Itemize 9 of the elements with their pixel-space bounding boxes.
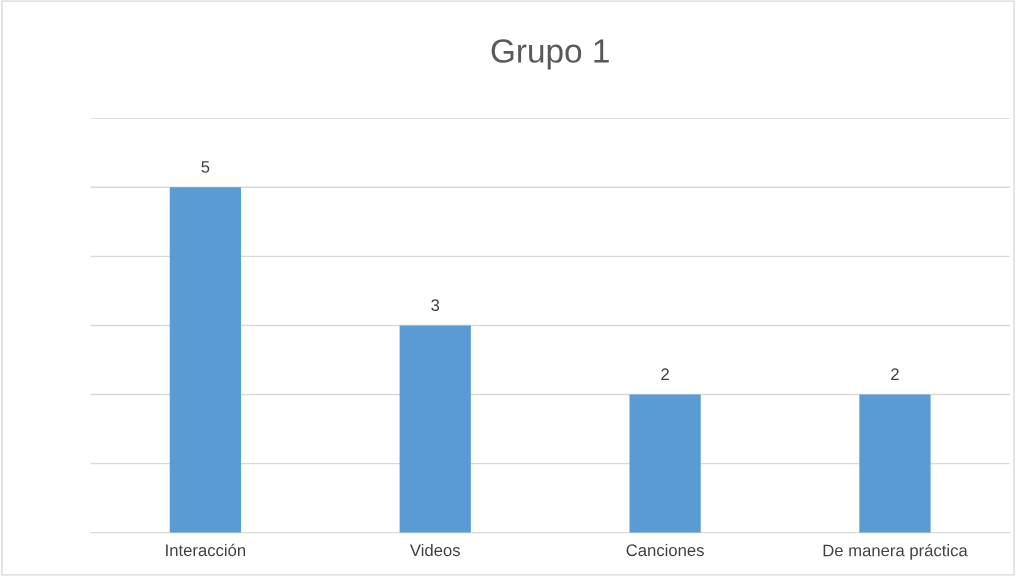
data-label: 3 bbox=[431, 299, 440, 312]
data-label: 2 bbox=[891, 368, 899, 380]
data-label: 5 bbox=[201, 161, 210, 173]
x-tick-label: De manera práctica bbox=[823, 543, 968, 560]
x-tick-label: Interacción bbox=[166, 543, 246, 557]
x-tick-label: Canciones bbox=[626, 543, 704, 557]
data-label: 2 bbox=[661, 368, 669, 380]
chart-title: Grupo 1 bbox=[491, 39, 609, 70]
x-tick-label: Videos bbox=[409, 543, 460, 557]
